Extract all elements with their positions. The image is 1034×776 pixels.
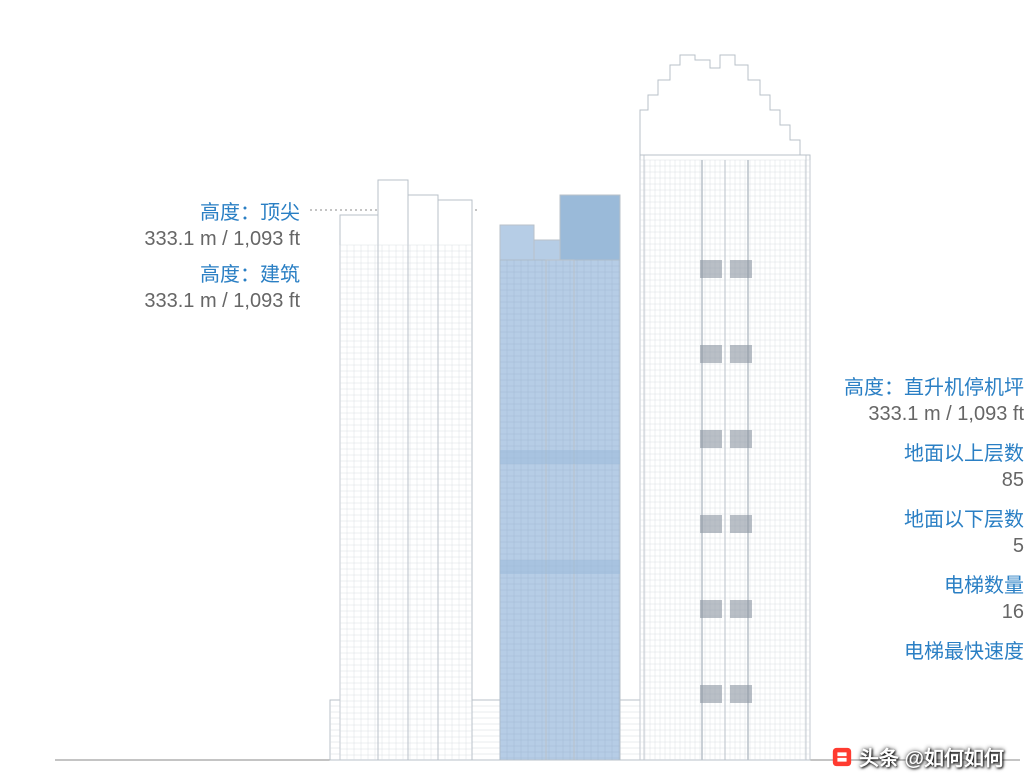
label-block: 电梯数量 16 bbox=[824, 573, 1024, 625]
label-title: 地面以下层数 bbox=[824, 507, 1024, 533]
watermark: 头条 @如何如何 bbox=[831, 742, 1004, 771]
watermark-icon bbox=[831, 746, 853, 768]
label-value: 85 bbox=[824, 467, 1024, 493]
label-value: 5 bbox=[824, 533, 1024, 559]
label-value: 333.1 m / 1,093 ft bbox=[0, 226, 300, 252]
label-block: 高度：直升机停机坪 333.1 m / 1,093 ft bbox=[824, 375, 1024, 427]
label-block: 高度：顶尖 333.1 m / 1,093 ft bbox=[0, 200, 300, 252]
right-label-group: 高度：直升机停机坪 333.1 m / 1,093 ft 地面以上层数 85 地… bbox=[824, 375, 1024, 679]
label-title: 高度：建筑 bbox=[0, 262, 300, 288]
label-block: 地面以上层数 85 bbox=[824, 441, 1024, 493]
label-value: 16 bbox=[824, 599, 1024, 625]
label-title: 电梯最快速度 bbox=[824, 639, 1024, 665]
label-block: 电梯最快速度 bbox=[824, 639, 1024, 665]
left-label-group: 高度：顶尖 333.1 m / 1,093 ft 高度：建筑 333.1 m /… bbox=[0, 200, 300, 324]
label-value: 333.1 m / 1,093 ft bbox=[0, 288, 300, 314]
label-value: 333.1 m / 1,093 ft bbox=[824, 401, 1024, 427]
watermark-text: 头条 @如何如何 bbox=[859, 742, 1004, 771]
label-title: 地面以上层数 bbox=[824, 441, 1024, 467]
label-title: 高度：顶尖 bbox=[0, 200, 300, 226]
label-block: 高度：建筑 333.1 m / 1,093 ft bbox=[0, 262, 300, 314]
label-block: 地面以下层数 5 bbox=[824, 507, 1024, 559]
label-title: 电梯数量 bbox=[824, 573, 1024, 599]
label-title: 高度：直升机停机坪 bbox=[824, 375, 1024, 401]
